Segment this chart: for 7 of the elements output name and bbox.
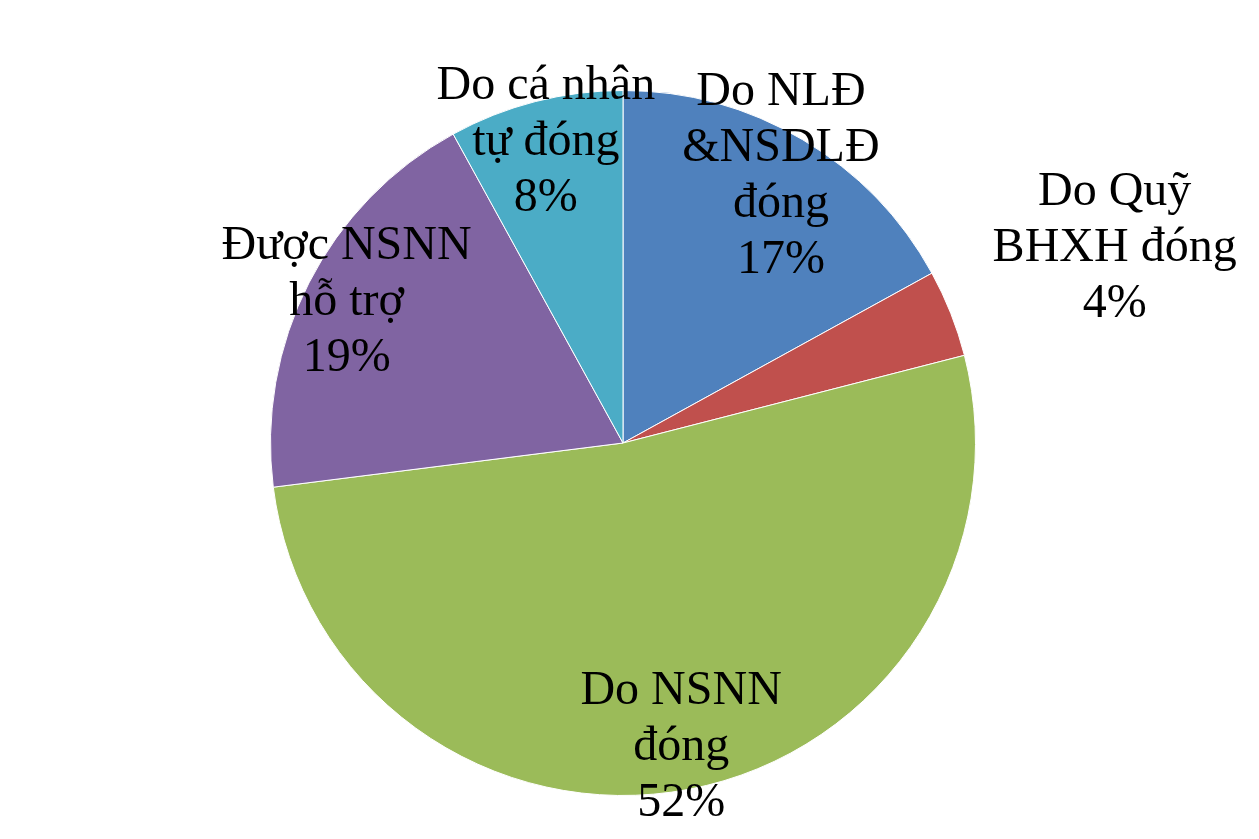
- slice-label: Do NSNN đóng: [580, 661, 782, 771]
- data-label: 8%: [513, 168, 578, 222]
- data-label: 4%: [1082, 273, 1147, 327]
- slice-label: Do Quỹ BHXH đóng: [992, 161, 1237, 271]
- data-label: 17%: [736, 229, 825, 283]
- data-label: 19%: [302, 327, 391, 381]
- data-label: 52%: [637, 773, 726, 827]
